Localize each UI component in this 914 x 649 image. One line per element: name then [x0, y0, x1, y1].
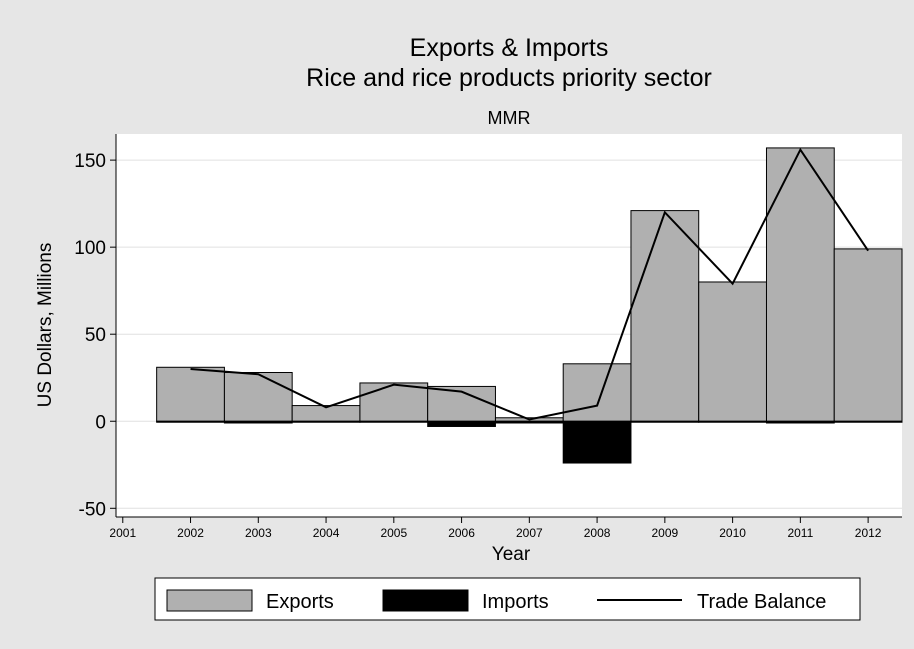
legend-label-trade-balance: Trade Balance [697, 591, 826, 613]
x-tick-label: 2004 [313, 526, 340, 540]
imports-bar-2009 [630, 420, 700, 423]
x-tick-label: 2002 [177, 526, 204, 540]
exports-bar-2003 [223, 372, 293, 422]
imports-bar-2006 [427, 420, 496, 427]
x-tick-label: 2009 [651, 526, 678, 540]
x-tick-label: 2012 [855, 526, 882, 540]
x-tick-label: 2008 [584, 526, 611, 540]
y-tick-label: 0 [95, 412, 106, 433]
exports-bar-2002 [156, 366, 225, 422]
legend-label-imports: Imports [482, 591, 549, 613]
x-tick-label: 2011 [787, 526, 813, 540]
imports-bar-2012 [833, 420, 903, 423]
x-tick-label: 2005 [380, 526, 407, 540]
x-axis-label: Year [492, 544, 531, 565]
x-tick-label: 2003 [245, 526, 272, 540]
exports-bar-2009 [630, 210, 700, 422]
imports-bar-2003 [223, 420, 293, 424]
x-tick-label: 2010 [719, 526, 746, 540]
y-tick-label: 50 [85, 325, 106, 346]
y-tick-label: 150 [74, 151, 106, 172]
legend-swatch-exports [166, 589, 253, 612]
exports-bar-2008 [562, 363, 632, 422]
imports-bars [156, 420, 903, 464]
exports-bar-2005 [359, 382, 429, 422]
legend: Exports Imports Trade Balance [154, 577, 861, 621]
x-tick-label: 2007 [516, 526, 543, 540]
imports-bar-2010 [698, 420, 767, 423]
x-axis-ticks: 2001 2002 2003 2004 2005 2006 2007 2008 2009 2010… [109, 517, 882, 540]
y-tick-label: 100 [74, 238, 106, 259]
imports-bar-2007 [494, 420, 564, 424]
chart-title: Exports & Imports [410, 34, 609, 62]
exports-bar-2012 [833, 248, 903, 422]
chart-subtitle-2: MMR [488, 108, 531, 128]
imports-bar-2002 [156, 420, 225, 423]
imports-bar-2011 [765, 420, 835, 424]
exports-bars [156, 147, 903, 422]
exports-bar-2010 [698, 281, 767, 422]
trade-balance-polyline [190, 147, 869, 421]
exports-bar-2011 [765, 147, 835, 422]
x-tick-label: 2006 [448, 526, 475, 540]
legend-box [154, 577, 861, 621]
imports-bar-2004 [291, 420, 361, 423]
imports-bar-2008 [562, 420, 632, 464]
x-tick-label: 2001 [109, 526, 136, 540]
legend-label-exports: Exports [266, 591, 334, 613]
y-tick-label: -50 [79, 499, 106, 520]
trade-balance-line [190, 147, 869, 421]
y-axis-label: US Dollars, Millions [35, 243, 56, 408]
imports-bar-2005 [359, 420, 429, 423]
legend-swatch-imports [382, 589, 469, 612]
chart-subtitle: Rice and rice products priority sector [306, 64, 712, 92]
y-axis-ticks: -50 0 50 100 150 [74, 151, 116, 520]
